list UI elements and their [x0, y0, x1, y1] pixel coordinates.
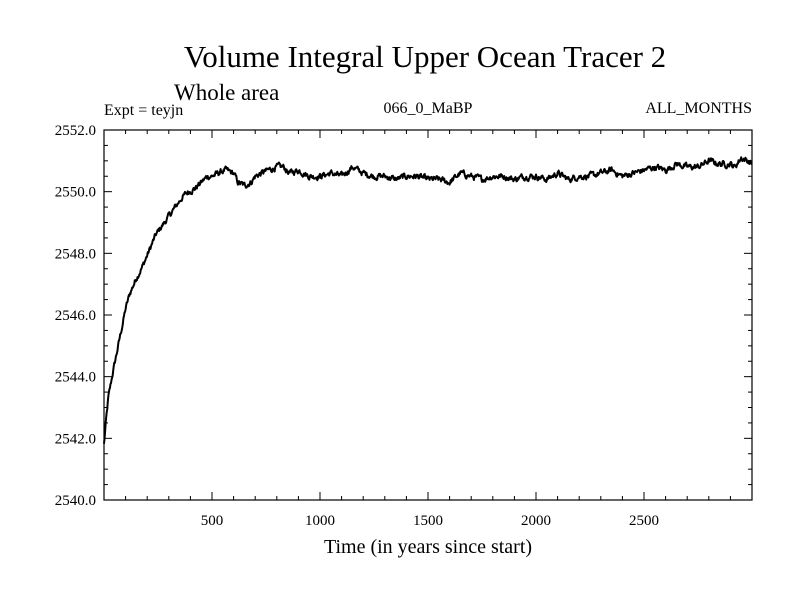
x-tick-label: 2500: [629, 513, 659, 529]
x-axis-label: Time (in years since start): [324, 536, 532, 558]
y-tick-label: 2542.0: [55, 431, 96, 447]
y-tick-label: 2548.0: [55, 246, 96, 262]
chart-subtitle: Whole area: [174, 80, 279, 105]
x-tick-label: 500: [201, 513, 224, 529]
x-tick-labels: 500 1000 1500 2000 2500: [201, 513, 659, 529]
expt-label: Expt = teyjn: [104, 102, 183, 119]
y-tick-label: 2544.0: [55, 370, 96, 386]
x-tick-label: 1000: [305, 513, 335, 529]
y-tick-label: 2552.0: [55, 123, 96, 139]
x-tick-label: 1500: [413, 513, 443, 529]
chart-title: Volume Integral Upper Ocean Tracer 2: [184, 39, 666, 74]
x-tick-label: 2000: [521, 513, 551, 529]
y-tick-label: 2546.0: [55, 308, 96, 324]
plot-frame: [103, 129, 753, 501]
y-tick-labels: 2540.0 2542.0 2544.0 2546.0 2548.0 2550.0 2552…: [55, 123, 96, 509]
months-label: ALL_MONTHS: [645, 100, 752, 117]
period-label: 066_0_MaBP: [384, 100, 473, 117]
series-line: [103, 156, 753, 444]
axis-ticks: [104, 130, 752, 500]
y-tick-label: 2540.0: [55, 493, 96, 509]
y-tick-label: 2550.0: [55, 185, 96, 201]
